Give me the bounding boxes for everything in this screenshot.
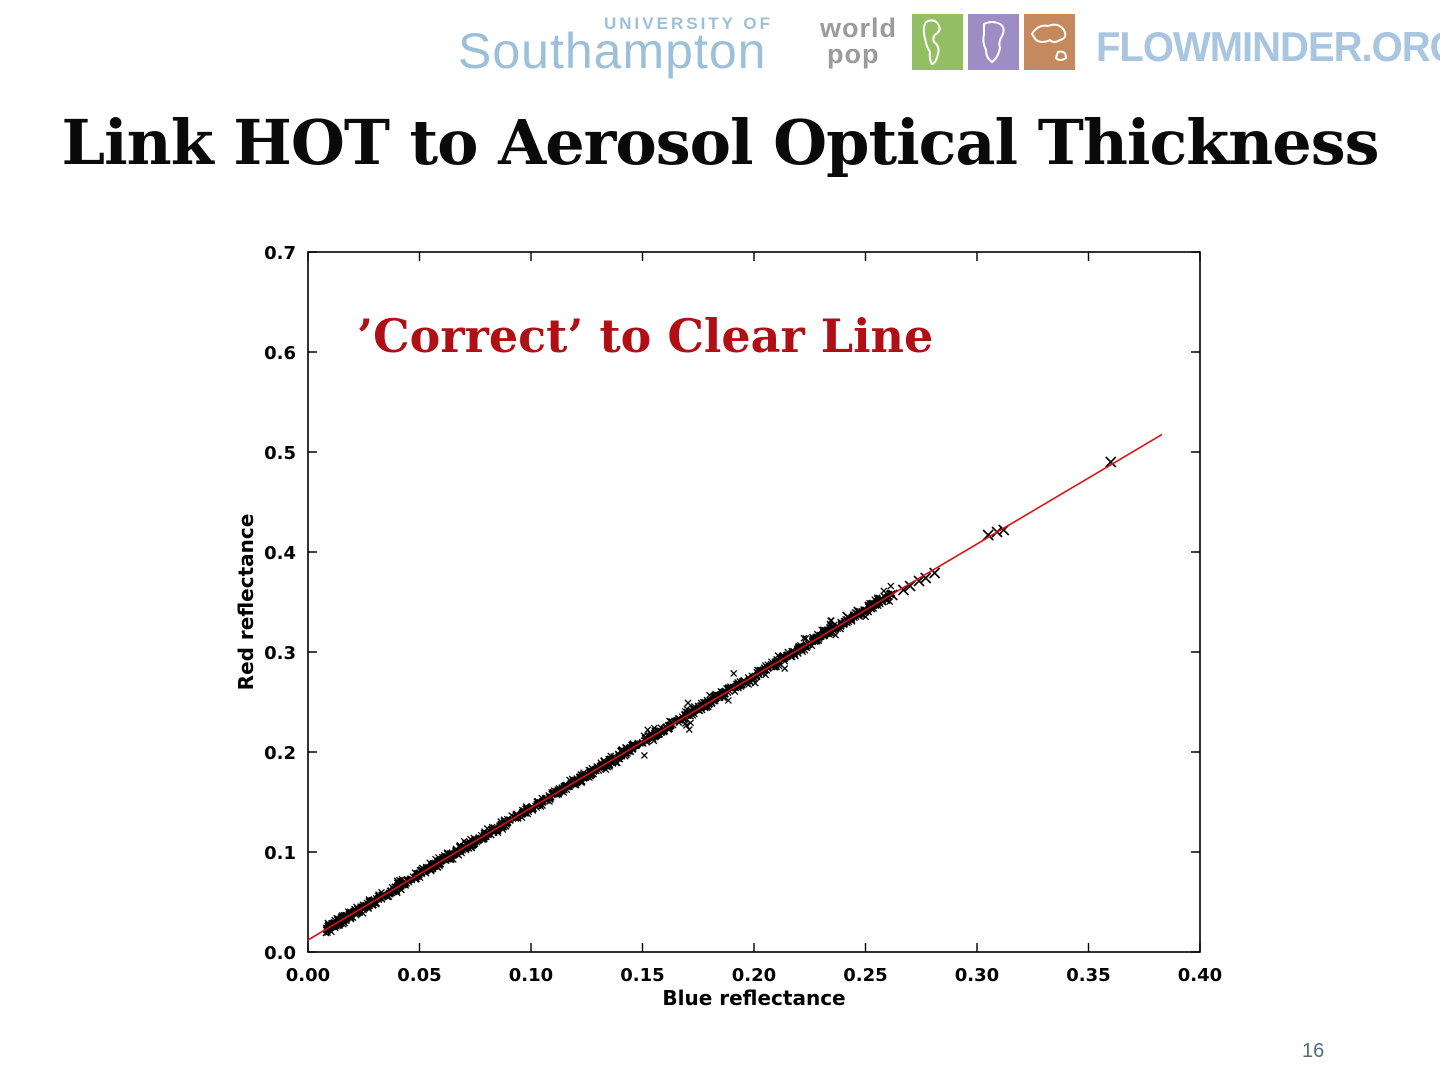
axis-ticks — [307, 251, 1201, 953]
scatter-outlier-points — [842, 456, 1117, 623]
y-tick-label: 0.7 — [264, 243, 296, 264]
y-tick-label: 0.1 — [264, 843, 296, 864]
logo-squares — [912, 14, 1075, 70]
y-axis-label: Red reflectance — [234, 513, 258, 691]
x-tick-label: 0.40 — [1178, 965, 1222, 986]
header: UNIVERSITY OF Southampton world pop FLOW… — [0, 0, 1440, 92]
page-number: 16 — [1302, 1040, 1325, 1062]
x-axis-label: Blue reflectance — [662, 986, 846, 1010]
slide-title: Link HOT to Aerosol Optical Thickness — [61, 106, 1379, 179]
x-tick-label: 0.00 — [286, 965, 330, 986]
worldpop-logo: world pop — [820, 13, 897, 69]
scatter-points — [322, 582, 896, 937]
worldpop-word-pop: pop — [827, 38, 880, 69]
asia-oceania-map-icon — [1030, 23, 1068, 61]
y-tick-label: 0.0 — [264, 943, 296, 964]
continent-logo-africa-europe — [968, 14, 1019, 70]
x-tick-label: 0.30 — [955, 965, 999, 986]
fit-line — [307, 433, 1163, 941]
y-tick-label: 0.4 — [264, 543, 296, 564]
africa-europe-map-icon — [982, 21, 1005, 64]
x-tick-label: 0.35 — [1066, 965, 1110, 986]
worldpop-word-world: world — [820, 13, 897, 43]
x-tick-label: 0.10 — [509, 965, 553, 986]
y-tick-label: 0.6 — [264, 343, 296, 364]
annotation-correct-to-clear-line: ’Correct’ to Clear Line — [357, 309, 933, 363]
y-tick-label: 0.5 — [264, 443, 296, 464]
americas-map-icon — [922, 19, 941, 66]
continent-logo-americas — [912, 14, 963, 70]
university-of-label: UNIVERSITY OF — [604, 14, 774, 33]
southampton-logo: UNIVERSITY OF Southampton — [458, 4, 838, 88]
x-tick-label: 0.25 — [843, 965, 887, 986]
y-tick-label: 0.2 — [264, 743, 296, 764]
southampton-wordmark: Southampton — [458, 23, 767, 79]
flowminder-logo: FLOWMINDER.ORG — [1096, 24, 1440, 71]
y-tick-label: 0.3 — [264, 643, 296, 664]
x-tick-label: 0.05 — [397, 965, 441, 986]
x-tick-label: 0.20 — [732, 965, 776, 986]
x-tick-label: 0.15 — [620, 965, 664, 986]
continent-logo-asia-oceania — [1024, 14, 1075, 70]
